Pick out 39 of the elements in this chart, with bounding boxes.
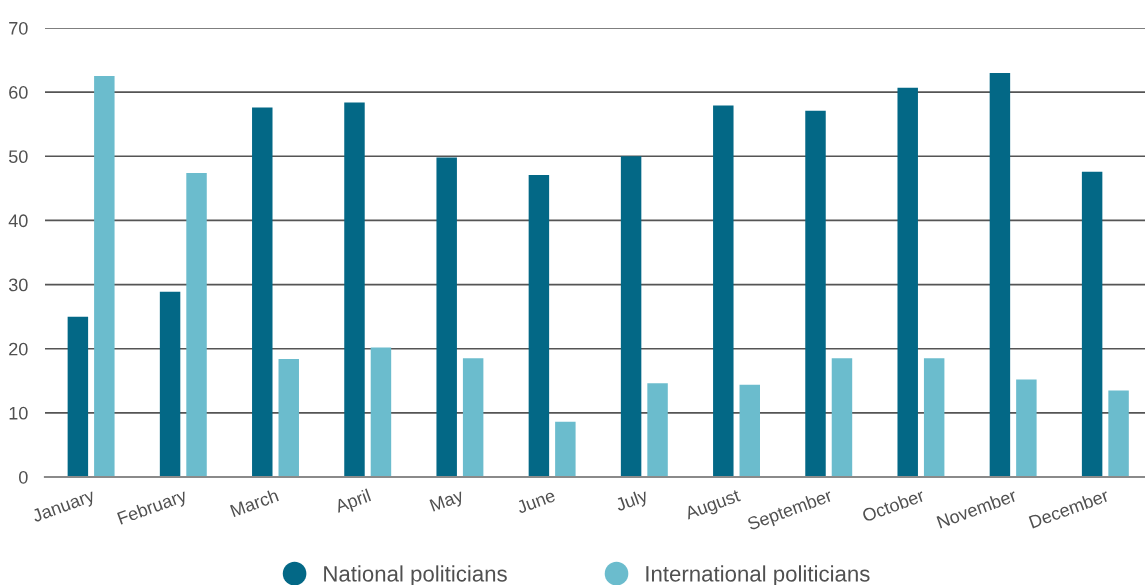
x-tick-label: July [614, 488, 651, 515]
bar [620, 156, 642, 477]
x-tick-label: May [429, 488, 466, 516]
bar [923, 358, 945, 477]
y-tick-label: 30 [8, 278, 28, 292]
bar [1016, 379, 1037, 477]
y-tick-label: 60 [9, 86, 28, 99]
x-tick-label: August [683, 488, 743, 524]
bar [1081, 171, 1103, 477]
bar [528, 174, 550, 477]
bar [831, 358, 853, 477]
bar [555, 421, 576, 477]
bar [344, 102, 365, 477]
bar [186, 172, 207, 477]
bar [94, 76, 115, 477]
bar [713, 105, 734, 477]
bar [370, 347, 392, 477]
bar [1108, 390, 1129, 477]
y-tick-label: 50 [8, 150, 28, 164]
bar [462, 358, 484, 477]
bar [278, 358, 299, 477]
y-tick-label: 70 [9, 21, 28, 35]
y-tick-label: 0 [19, 470, 28, 484]
x-tick-label: June [515, 489, 556, 514]
bar [805, 110, 826, 477]
bar [252, 107, 273, 477]
x-tick-label: October [861, 488, 926, 523]
bar [159, 291, 181, 477]
bar [436, 157, 457, 477]
x-tick-label: April [333, 488, 373, 517]
bar [647, 383, 668, 477]
bar [739, 384, 760, 477]
x-tick-label: March [229, 488, 279, 518]
bar [897, 87, 918, 477]
bar [67, 316, 89, 477]
bar [989, 72, 1011, 477]
y-tick-label: 20 [9, 342, 28, 356]
y-tick-label: 10 [9, 406, 28, 420]
y-tick-label: 40 [8, 214, 28, 228]
